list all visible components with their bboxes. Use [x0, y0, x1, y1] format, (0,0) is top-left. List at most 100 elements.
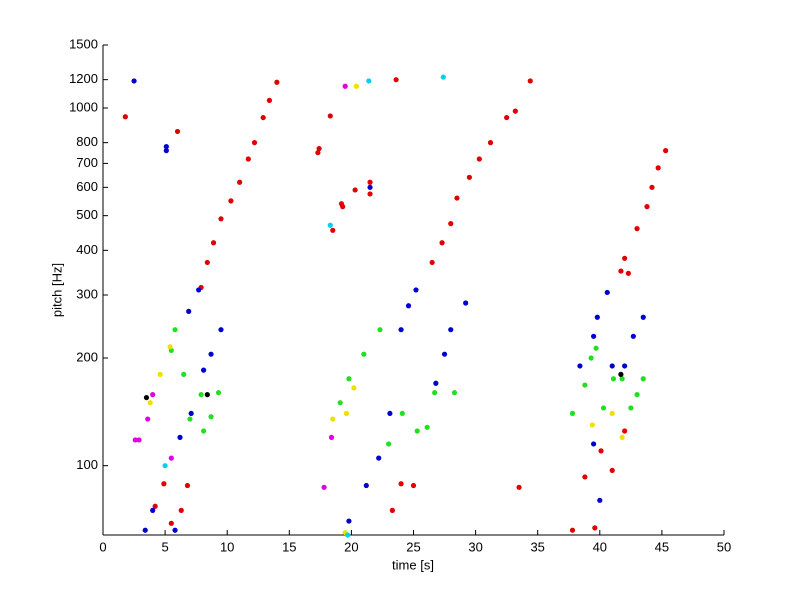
point — [142, 527, 148, 533]
point — [625, 270, 631, 276]
point — [622, 428, 628, 434]
point — [316, 145, 322, 152]
point — [172, 327, 178, 333]
point — [351, 385, 357, 391]
point — [634, 392, 640, 398]
point — [201, 367, 207, 373]
point — [328, 434, 335, 440]
point — [610, 376, 617, 382]
point — [569, 527, 576, 533]
point — [363, 482, 369, 489]
point — [163, 143, 169, 150]
point — [186, 308, 192, 314]
point — [210, 240, 217, 246]
point — [177, 434, 183, 440]
y-tick-label: 600 — [76, 179, 98, 194]
point — [184, 482, 191, 489]
point — [145, 416, 151, 422]
point — [274, 79, 280, 85]
point — [487, 140, 494, 146]
point — [366, 78, 372, 84]
point — [131, 78, 137, 84]
point — [162, 463, 168, 469]
point — [187, 416, 193, 422]
point — [414, 428, 420, 434]
point — [622, 363, 628, 369]
point — [342, 83, 348, 89]
point — [592, 525, 598, 531]
y-tick-label: 500 — [76, 207, 98, 222]
point — [600, 405, 607, 411]
point — [215, 390, 222, 396]
point — [630, 333, 636, 339]
point — [410, 482, 417, 489]
point — [330, 416, 336, 422]
x-axis-label: time [s] — [392, 557, 434, 572]
x-tick-label: 50 — [717, 539, 731, 554]
point — [346, 518, 352, 524]
point — [327, 113, 333, 119]
point — [609, 363, 615, 369]
point — [594, 314, 600, 320]
point — [353, 83, 359, 89]
point — [609, 467, 615, 474]
point — [516, 484, 522, 490]
point — [245, 156, 251, 162]
point — [345, 532, 351, 538]
point — [168, 455, 174, 461]
point — [315, 150, 321, 156]
point — [454, 195, 460, 201]
point — [618, 268, 624, 274]
point — [440, 74, 446, 80]
x-tick-label: 30 — [468, 539, 482, 554]
point — [260, 114, 266, 121]
point — [198, 392, 204, 398]
point — [168, 520, 174, 526]
point — [204, 392, 210, 398]
point — [433, 380, 439, 386]
point — [405, 303, 412, 309]
point — [527, 78, 533, 84]
point — [163, 148, 169, 154]
point — [569, 410, 576, 417]
x-tick-label: 15 — [282, 539, 296, 554]
point — [251, 140, 258, 146]
y-tick-label: 400 — [76, 242, 98, 257]
y-axis-label: pitch [Hz] — [49, 263, 64, 317]
point — [466, 174, 472, 180]
point — [597, 497, 603, 503]
point — [389, 507, 395, 513]
point — [321, 484, 327, 490]
point — [393, 77, 399, 83]
point — [622, 255, 628, 261]
point — [352, 187, 358, 193]
point — [604, 289, 610, 296]
point — [178, 507, 184, 513]
point — [439, 240, 445, 246]
point — [266, 97, 273, 104]
point — [152, 503, 158, 509]
point — [327, 222, 333, 228]
point — [367, 184, 373, 190]
point — [590, 333, 597, 339]
point — [150, 507, 156, 513]
point — [377, 327, 383, 333]
point — [367, 179, 373, 185]
y-tick-label: 1000 — [69, 99, 98, 114]
point — [413, 287, 419, 293]
point — [448, 327, 454, 333]
point — [157, 371, 163, 377]
point — [201, 428, 207, 434]
point — [582, 382, 588, 388]
point — [167, 344, 173, 350]
point — [147, 400, 153, 406]
point — [188, 410, 194, 417]
x-tick-label: 40 — [593, 539, 607, 554]
point — [150, 392, 156, 398]
point — [649, 184, 655, 190]
point — [181, 371, 187, 377]
point — [161, 481, 167, 487]
point — [143, 394, 150, 401]
point — [386, 441, 392, 447]
point — [588, 355, 594, 361]
